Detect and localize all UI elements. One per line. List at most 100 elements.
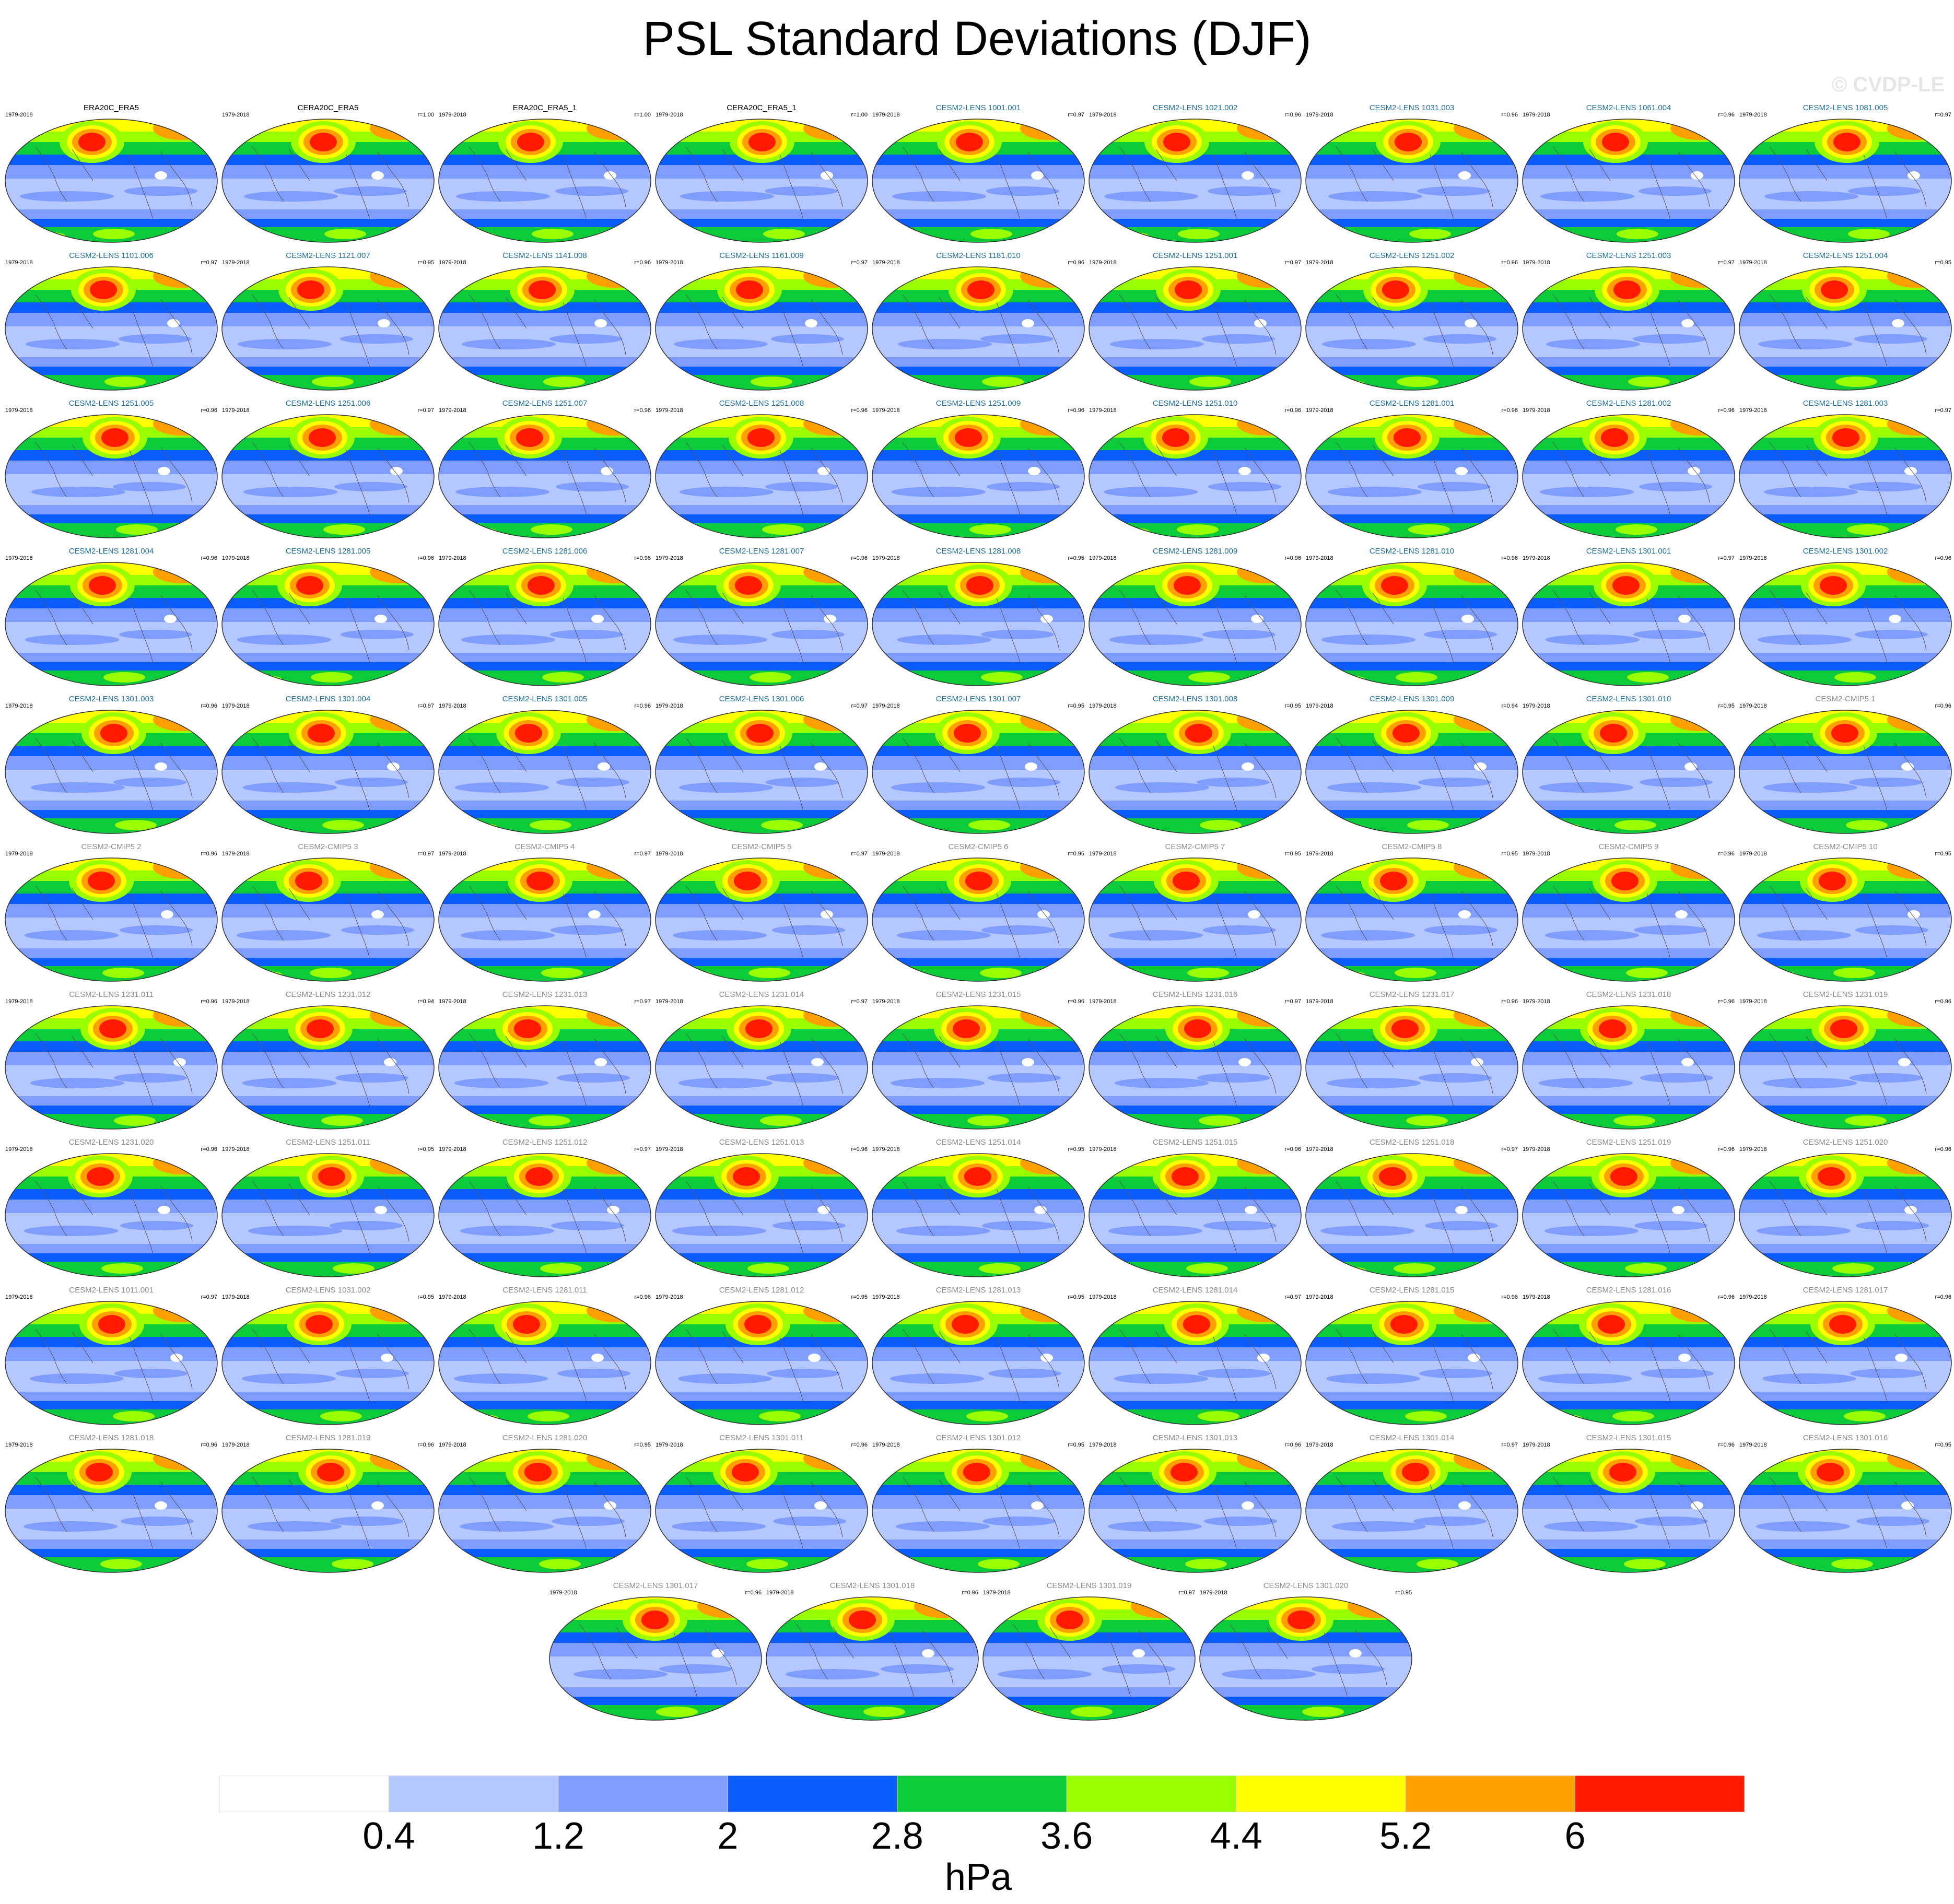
map-contour: [872, 710, 1085, 834]
panel-title: CERA20C_ERA5: [297, 103, 359, 112]
panel-years: 1979-2018: [1306, 851, 1333, 857]
panel-correlation: r=0.96: [851, 1442, 868, 1448]
colorbar-tick-label: 2.8: [871, 1815, 923, 1857]
panel-years: 1979-2018: [222, 1146, 250, 1153]
panel-title: CESM2-LENS 1161.009: [719, 251, 804, 260]
panel-years: 1979-2018: [1523, 1442, 1550, 1448]
panel-years: 1979-2018: [1739, 998, 1767, 1005]
panel-years: 1979-2018: [1089, 260, 1117, 266]
panel-years: 1979-2018: [1306, 703, 1333, 709]
panel-years: 1979-2018: [1523, 260, 1550, 266]
panel-years: 1979-2018: [1089, 555, 1117, 561]
map-contour: [1305, 266, 1518, 391]
map-panel: CESM2-LENS 1121.007 1979-2018 r=0.95: [221, 251, 435, 393]
panel-title: CESM2-CMIP5 10: [1813, 842, 1878, 851]
map-contour: [1522, 266, 1735, 391]
panel-title: CESM2-LENS 1301.002: [1803, 547, 1888, 556]
panel-correlation: r=0.96: [634, 555, 651, 561]
panel-correlation: r=0.97: [201, 1294, 218, 1300]
panel-correlation: r=0.97: [634, 851, 651, 857]
panel-title: CESM2-LENS 1281.005: [285, 547, 371, 556]
panel-title: CESM2-CMIP5 8: [1382, 842, 1442, 851]
map-panel: CESM2-LENS 1301.020 1979-2018 r=0.95: [1199, 1581, 1413, 1723]
map-contour: [221, 1005, 435, 1130]
map-contour: [1739, 1449, 1952, 1573]
map-panel: CESM2-LENS 1301.002 1979-2018 r=0.96: [1738, 547, 1952, 689]
panel-correlation: r=0.95: [417, 1146, 435, 1153]
map-panel: CESM2-LENS 1251.010 1979-2018 r=0.96: [1088, 399, 1302, 541]
map-contour: [872, 1301, 1085, 1425]
map-panel: CESM2-LENS 1301.016 1979-2018 r=0.95: [1738, 1433, 1952, 1576]
panel-years: 1979-2018: [5, 112, 33, 118]
panel-correlation: r=0.97: [851, 703, 868, 709]
panel-years: 1979-2018: [656, 407, 683, 414]
panel-correlation: r=0.97: [1501, 1442, 1518, 1448]
panel-years: 1979-2018: [872, 555, 900, 561]
panel-title: CESM2-LENS 1251.008: [719, 399, 804, 408]
map-contour: [1739, 1005, 1952, 1130]
panel-years: 1979-2018: [1739, 1146, 1767, 1153]
panel-correlation: r=0.96: [1935, 1294, 1952, 1300]
map-contour: [5, 1449, 218, 1573]
colorbar-tick-label: 6: [1564, 1815, 1586, 1857]
panel-correlation: r=0.96: [1284, 555, 1302, 561]
panel-title: CESM2-LENS 1031.002: [285, 1286, 371, 1295]
map-panel: CESM2-LENS 1281.001 1979-2018 r=0.96: [1305, 399, 1519, 541]
map-contour: [221, 1449, 435, 1573]
panel-years: 1979-2018: [439, 998, 466, 1005]
panel-title: CESM2-LENS 1281.004: [68, 547, 154, 556]
panel-years: 1979-2018: [1739, 260, 1767, 266]
panel-years: 1979-2018: [656, 555, 683, 561]
panel-title: CESM2-LENS 1301.008: [1152, 695, 1238, 703]
panel-correlation: r=0.95: [1718, 703, 1735, 709]
map-contour: [872, 1005, 1085, 1130]
panel-correlation: r=0.96: [1718, 851, 1735, 857]
panel-correlation: r=0.97: [1068, 112, 1085, 118]
panel-title: CESM2-LENS 1141.008: [502, 251, 587, 260]
panel-years: 1979-2018: [439, 1146, 466, 1153]
panel-title: CESM2-LENS 1231.012: [285, 990, 371, 999]
map-panel: CESM2-LENS 1301.011 1979-2018 r=0.96: [654, 1433, 869, 1576]
panel-title: CESM2-LENS 1251.014: [935, 1138, 1021, 1147]
map-panel: CESM2-LENS 1301.008 1979-2018 r=0.95: [1088, 695, 1302, 837]
panel-correlation: r=0.96: [417, 555, 435, 561]
map-contour: [1522, 562, 1735, 686]
panel-correlation: r=0.96: [201, 851, 218, 857]
map-contour: [1305, 1005, 1518, 1130]
panel-title: CESM2-LENS 1281.014: [1152, 1286, 1238, 1295]
panel-title: CESM2-LENS 1231.011: [69, 990, 154, 999]
map-contour: [1305, 414, 1518, 538]
map-panel: CESM2-LENS 1231.016 1979-2018 r=0.97: [1088, 990, 1302, 1132]
panel-title: CESM2-LENS 1251.010: [1152, 399, 1238, 408]
map-panel: CESM2-LENS 1251.005 1979-2018 r=0.96: [4, 399, 218, 541]
map-contour: [221, 414, 435, 538]
map-panel: CESM2-LENS 1281.020 1979-2018 r=0.95: [438, 1433, 652, 1576]
panel-years: 1979-2018: [222, 407, 250, 414]
panel-title: CESM2-LENS 1281.011: [502, 1286, 587, 1295]
panel-years: 1979-2018: [439, 555, 466, 561]
panel-correlation: r=0.96: [201, 407, 218, 414]
map-contour: [1089, 562, 1302, 686]
map-panel: CESM2-LENS 1301.004 1979-2018 r=0.97: [221, 695, 435, 837]
map-panel: CERA20C_ERA5_1 1979-2018 r=1.00: [654, 103, 869, 245]
panel-title: CESM2-LENS 1251.006: [285, 399, 371, 408]
panel-correlation: r=0.96: [201, 703, 218, 709]
panel-correlation: r=0.97: [851, 998, 868, 1005]
panel-years: 1979-2018: [872, 851, 900, 857]
map-panel: CESM2-LENS 1231.018 1979-2018 r=0.96: [1522, 990, 1736, 1132]
map-panel: ERA20C_ERA5_1 1979-2018 r=1.00: [438, 103, 652, 245]
panel-correlation: r=0.96: [1501, 998, 1518, 1005]
map-contour: [221, 119, 435, 243]
panel-years: 1979-2018: [1739, 703, 1767, 709]
panel-years: 1979-2018: [1306, 1146, 1333, 1153]
panel-title: CESM2-LENS 1301.007: [935, 695, 1021, 703]
panel-correlation: r=0.96: [201, 555, 218, 561]
map-panel: CESM2-LENS 1031.003 1979-2018 r=0.96: [1305, 103, 1519, 245]
panel-correlation: r=0.94: [417, 998, 435, 1005]
panel-years: 1979-2018: [1089, 1442, 1117, 1448]
map-contour: [438, 1005, 651, 1130]
map-contour: [5, 266, 218, 391]
panel-years: 1979-2018: [1089, 851, 1117, 857]
watermark: © CVDP-LE: [1831, 73, 1945, 96]
panel-years: 1979-2018: [439, 260, 466, 266]
